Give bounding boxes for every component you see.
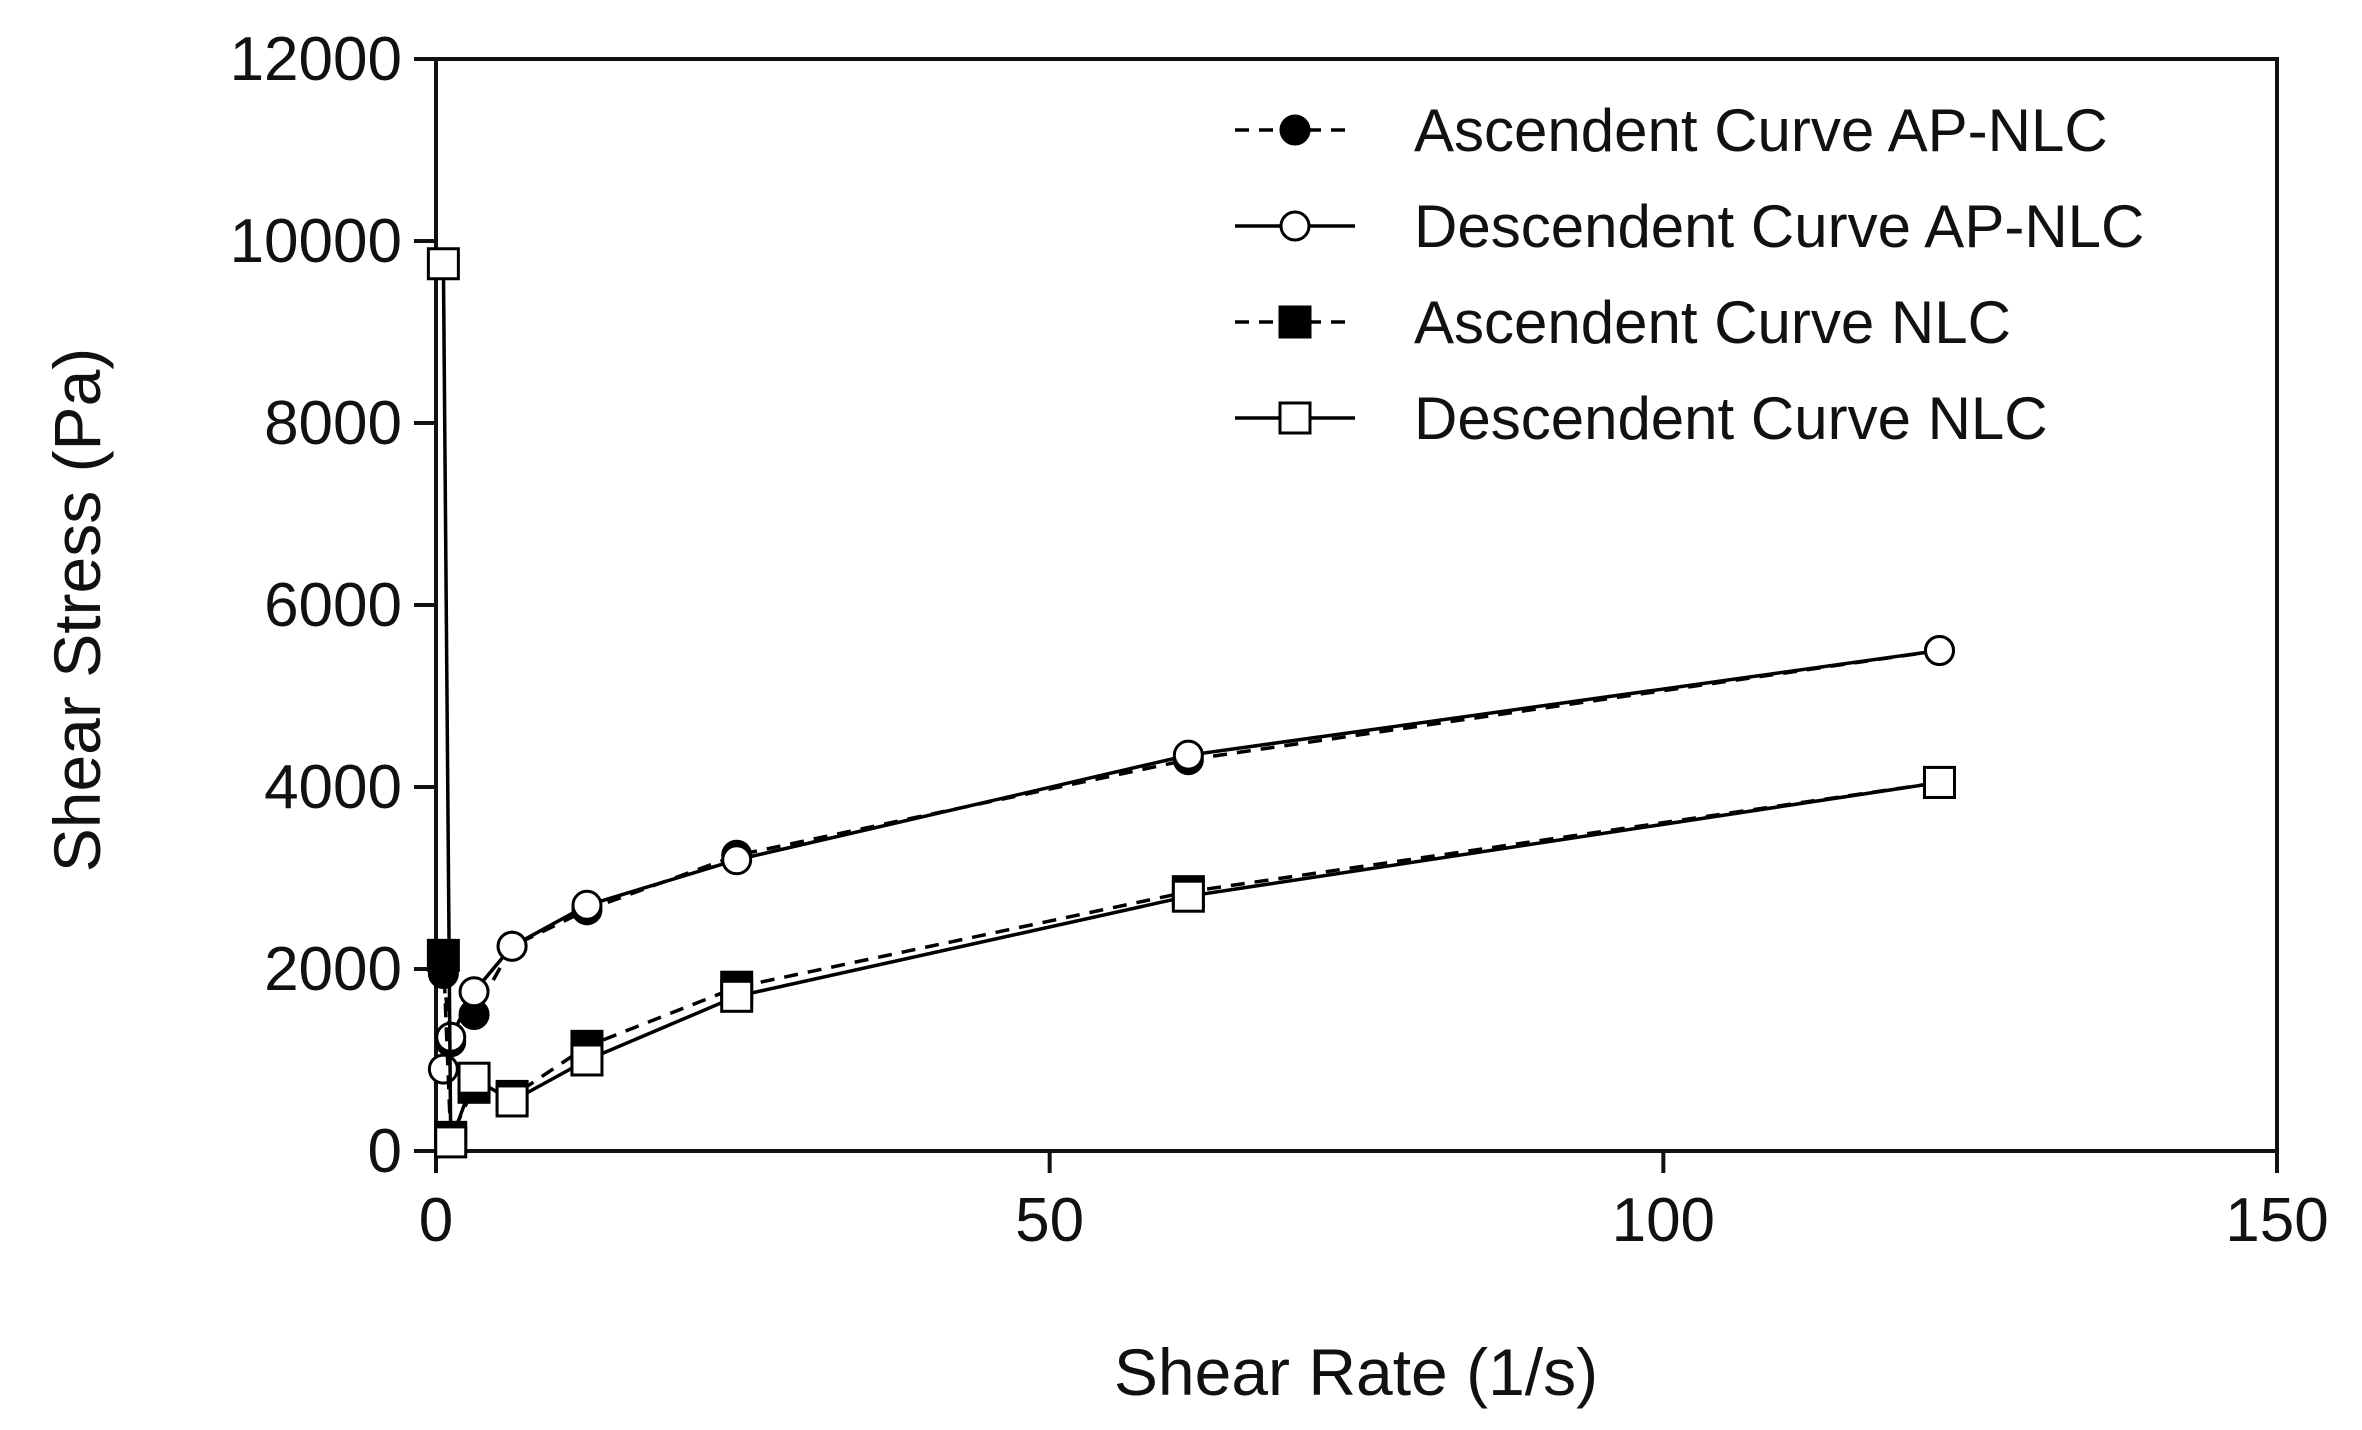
series-line (441, 648, 1940, 1044)
data-point (496, 930, 528, 962)
data-point (457, 1061, 491, 1095)
legend-label: Descendent Curve NLC (1414, 385, 2048, 452)
x-tick-label: 150 (2225, 1186, 2328, 1255)
data-point (1171, 879, 1205, 913)
legend-item: Ascendent Curve NLC (1235, 289, 2011, 356)
y-tick-label: 2000 (264, 935, 402, 1004)
data-point (1172, 739, 1204, 771)
legend-marker (1279, 210, 1311, 242)
legend-label: Ascendent Curve AP-NLC (1414, 97, 2108, 164)
legend-marker (1278, 305, 1312, 339)
data-point (721, 844, 753, 876)
y-axis-ticks: 0 2000 4000 6000 8000 10000 12000 (230, 25, 436, 1186)
data-point (1922, 765, 1956, 799)
y-tick-label: 8000 (264, 389, 402, 458)
data-point (458, 976, 490, 1008)
data-point (495, 1084, 529, 1118)
data-point (427, 1053, 459, 1085)
data-point (426, 938, 460, 972)
x-tick-label: 0 (419, 1186, 453, 1255)
data-point (570, 1043, 604, 1077)
legend-marker (1278, 401, 1312, 435)
series-1 (427, 635, 1955, 1058)
series-line (441, 780, 1940, 1140)
x-tick-label: 100 (1612, 1186, 1715, 1255)
legend-item: Descendent Curve NLC (1235, 385, 2048, 452)
series-3 (426, 765, 1956, 1154)
y-tick-label: 10000 (230, 207, 402, 276)
y-tick-label: 0 (368, 1117, 402, 1186)
data-point (1923, 635, 1955, 666)
legend: Ascendent Curve AP-NLC Descendent Curve A… (1235, 97, 2144, 452)
legend-label: Ascendent Curve NLC (1414, 289, 2011, 356)
data-point (720, 979, 754, 1013)
x-axis-ticks: 0 50 100 150 (419, 1151, 2329, 1255)
series-line (441, 648, 1940, 1070)
legend-item: Ascendent Curve AP-NLC (1235, 97, 2108, 164)
series-4 (426, 247, 1956, 1159)
x-tick-label: 50 (1015, 1186, 1084, 1255)
data-point (426, 247, 460, 281)
y-tick-label: 12000 (230, 25, 402, 94)
series-2 (427, 635, 1955, 1085)
x-axis-title: Shear Rate (1/s) (1114, 1335, 1598, 1409)
y-axis-title: Shear Stress (Pa) (40, 348, 114, 873)
data-point (434, 1125, 468, 1159)
legend-marker (1279, 114, 1311, 146)
y-tick-label: 6000 (264, 571, 402, 640)
plot-series (426, 247, 1956, 1159)
legend-label: Descendent Curve AP-NLC (1414, 193, 2144, 260)
legend-item: Descendent Curve AP-NLC (1235, 193, 2144, 260)
data-point (571, 889, 603, 921)
y-tick-label: 4000 (264, 753, 402, 822)
